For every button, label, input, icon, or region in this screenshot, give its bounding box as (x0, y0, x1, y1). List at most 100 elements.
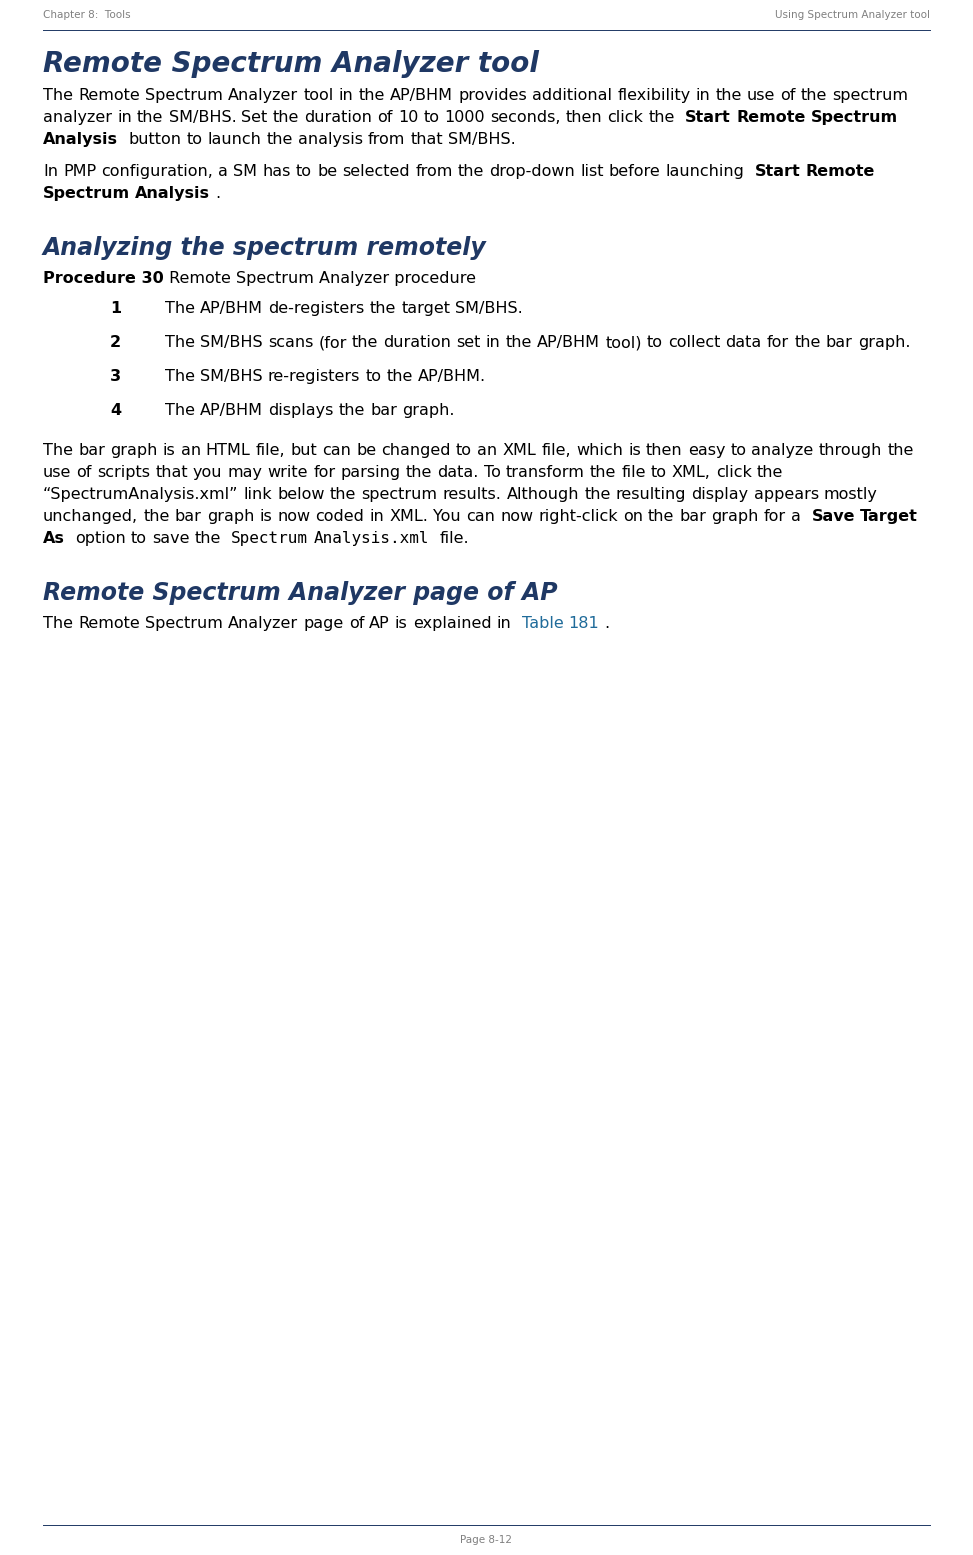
Text: of: of (77, 465, 91, 480)
Text: Remote: Remote (78, 616, 140, 631)
Text: file.: file. (439, 530, 469, 546)
Text: may: may (228, 465, 263, 480)
Text: on: on (623, 508, 643, 524)
Text: is: is (395, 616, 408, 631)
Text: for: for (767, 334, 789, 350)
Text: can: can (466, 508, 495, 524)
Text: (for: (for (318, 334, 346, 350)
Text: unchanged,: unchanged, (43, 508, 138, 524)
Text: the: the (143, 508, 169, 524)
Text: graph.: graph. (858, 334, 911, 350)
Text: The: The (43, 89, 73, 103)
Text: explained: explained (413, 616, 491, 631)
Text: the: the (584, 487, 611, 502)
Text: Spectrum: Spectrum (232, 530, 308, 546)
Text: an: an (477, 443, 497, 459)
Text: file,: file, (541, 443, 571, 459)
Text: re-registers: re-registers (268, 369, 360, 384)
Text: tool): tool) (605, 334, 642, 350)
Text: Analyzer: Analyzer (228, 616, 298, 631)
Text: collect: collect (668, 334, 720, 350)
Text: be: be (317, 163, 338, 179)
Text: the: the (757, 465, 783, 480)
Text: displays: displays (269, 403, 334, 418)
Text: spectrum: spectrum (362, 487, 438, 502)
Text: scripts: scripts (97, 465, 150, 480)
Text: In: In (43, 163, 58, 179)
Text: Remote Spectrum Analyzer page of AP: Remote Spectrum Analyzer page of AP (43, 582, 558, 605)
Text: the: the (715, 89, 741, 103)
Text: file,: file, (256, 443, 285, 459)
Text: Spectrum: Spectrum (145, 89, 223, 103)
Text: bar: bar (371, 403, 397, 418)
Text: SM: SM (234, 163, 258, 179)
Text: AP/BHM: AP/BHM (200, 403, 263, 418)
Text: SM/BHS.: SM/BHS. (168, 110, 236, 124)
Text: list: list (580, 163, 603, 179)
Text: easy: easy (688, 443, 725, 459)
Text: graph: graph (110, 443, 158, 459)
Text: write: write (268, 465, 308, 480)
Text: a: a (218, 163, 229, 179)
Text: launch: launch (207, 132, 262, 148)
Text: seconds,: seconds, (490, 110, 560, 124)
Text: the: the (358, 89, 385, 103)
Text: in: in (339, 89, 353, 103)
Text: Analyzing the spectrum remotely: Analyzing the spectrum remotely (43, 236, 486, 260)
Text: analysis: analysis (298, 132, 363, 148)
Text: Analyzer: Analyzer (228, 89, 298, 103)
Text: configuration,: configuration, (101, 163, 213, 179)
Text: The: The (43, 443, 73, 459)
Text: Table: Table (522, 616, 563, 631)
Text: Remote: Remote (78, 89, 140, 103)
Text: the: the (195, 530, 221, 546)
Text: to: to (423, 110, 439, 124)
Text: Remote Spectrum Analyzer tool: Remote Spectrum Analyzer tool (43, 50, 539, 78)
Text: Although: Although (507, 487, 579, 502)
Text: .: . (604, 616, 609, 631)
Text: The: The (43, 616, 73, 631)
Text: 10: 10 (398, 110, 418, 124)
Text: be: be (356, 443, 377, 459)
Text: SM/BHS.: SM/BHS. (455, 302, 523, 316)
Text: the: the (794, 334, 820, 350)
Text: can: can (322, 443, 351, 459)
Text: Remote: Remote (806, 163, 875, 179)
Text: The: The (165, 302, 195, 316)
Text: click: click (607, 110, 643, 124)
Text: graph.: graph. (402, 403, 454, 418)
Text: bar: bar (78, 443, 105, 459)
Text: XML: XML (502, 443, 536, 459)
Text: tool: tool (304, 89, 334, 103)
Text: Page 8-12: Page 8-12 (460, 1535, 513, 1546)
Text: AP: AP (369, 616, 390, 631)
Text: AP/BHM: AP/BHM (537, 334, 600, 350)
Text: Target: Target (860, 508, 918, 524)
Text: is: is (162, 443, 175, 459)
Text: scans: scans (268, 334, 313, 350)
Text: the: the (267, 132, 293, 148)
Text: which: which (576, 443, 623, 459)
Text: the: the (648, 110, 675, 124)
Text: To: To (484, 465, 501, 480)
Text: link: link (243, 487, 272, 502)
Text: Remote: Remote (736, 110, 806, 124)
Text: in: in (117, 110, 132, 124)
Text: the: the (801, 89, 827, 103)
Text: Save: Save (811, 508, 855, 524)
Text: now: now (277, 508, 310, 524)
Text: for: for (313, 465, 336, 480)
Text: in: in (496, 616, 511, 631)
Text: the: the (648, 508, 674, 524)
Text: to: to (296, 163, 312, 179)
Text: SM/BHS: SM/BHS (200, 334, 263, 350)
Text: XML,: XML, (672, 465, 711, 480)
Text: you: you (193, 465, 223, 480)
Text: an: an (181, 443, 200, 459)
Text: additional: additional (532, 89, 612, 103)
Text: that: that (155, 465, 188, 480)
Text: Using Spectrum Analyzer tool: Using Spectrum Analyzer tool (775, 9, 930, 20)
Text: to: to (187, 132, 202, 148)
Text: duration: duration (383, 334, 451, 350)
Text: 4: 4 (110, 403, 121, 418)
